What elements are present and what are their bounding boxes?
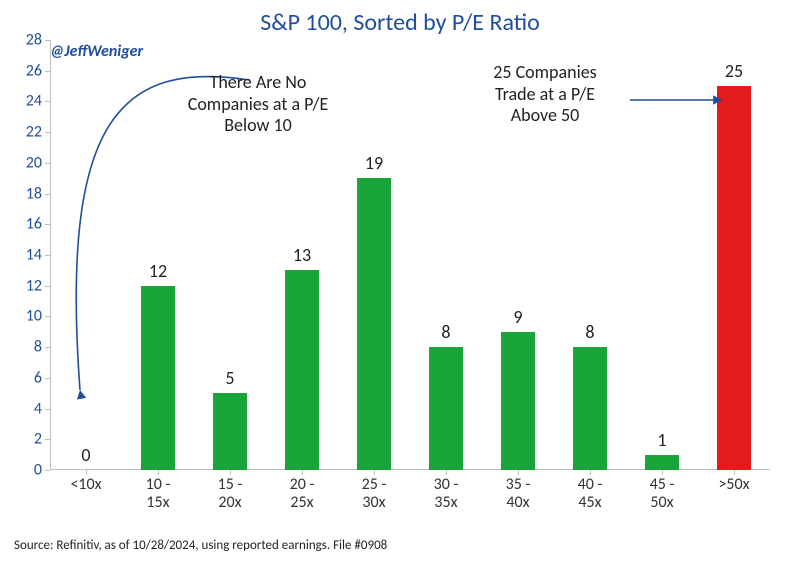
bar-value-label: 0 [69,444,104,466]
bar: 9 [501,332,536,470]
y-axis-line [50,40,51,470]
chart-title: S&P 100, Sorted by P/E Ratio [0,8,800,37]
x-tick-label: 45 -50x [626,470,698,513]
bar: 8 [573,347,608,470]
x-tick-label: >50x [698,470,770,494]
x-tick-label: 25 -30x [338,470,410,513]
bar: 8 [429,347,464,470]
bar-value-label: 12 [141,260,176,282]
x-tick-label: 35 -40x [482,470,554,513]
x-tick-label: 15 -20x [194,470,266,513]
x-tick-label: 20 -25x [266,470,338,513]
chart-root: S&P 100, Sorted by P/E Ratio @JeffWenige… [0,0,800,563]
x-tick-label: 30 -35x [410,470,482,513]
x-tick-label: <10x [50,470,122,494]
source-note: Source: Refinitiv, as of 10/28/2024, usi… [14,538,387,553]
x-tick-label: 10 -15x [122,470,194,513]
bar: 1 [645,455,680,470]
bar-value-label: 1 [645,429,680,451]
bar-value-label: 25 [717,60,752,82]
bar-value-label: 19 [357,152,392,174]
anno-left: There Are NoCompanies at a P/EBelow 10 [158,72,358,137]
anno-right: 25 CompaniesTrade at a P/EAbove 50 [460,62,630,127]
bar: 19 [357,178,392,470]
bar-value-label: 8 [429,321,464,343]
bar-value-label: 13 [285,244,320,266]
x-tick-label: 40 -45x [554,470,626,513]
bar: 25 [717,86,752,470]
bar-value-label: 5 [213,367,248,389]
bar: 5 [213,393,248,470]
bar: 13 [285,270,320,470]
bar: 12 [141,286,176,470]
bar-value-label: 8 [573,321,608,343]
bar-value-label: 9 [501,306,536,328]
